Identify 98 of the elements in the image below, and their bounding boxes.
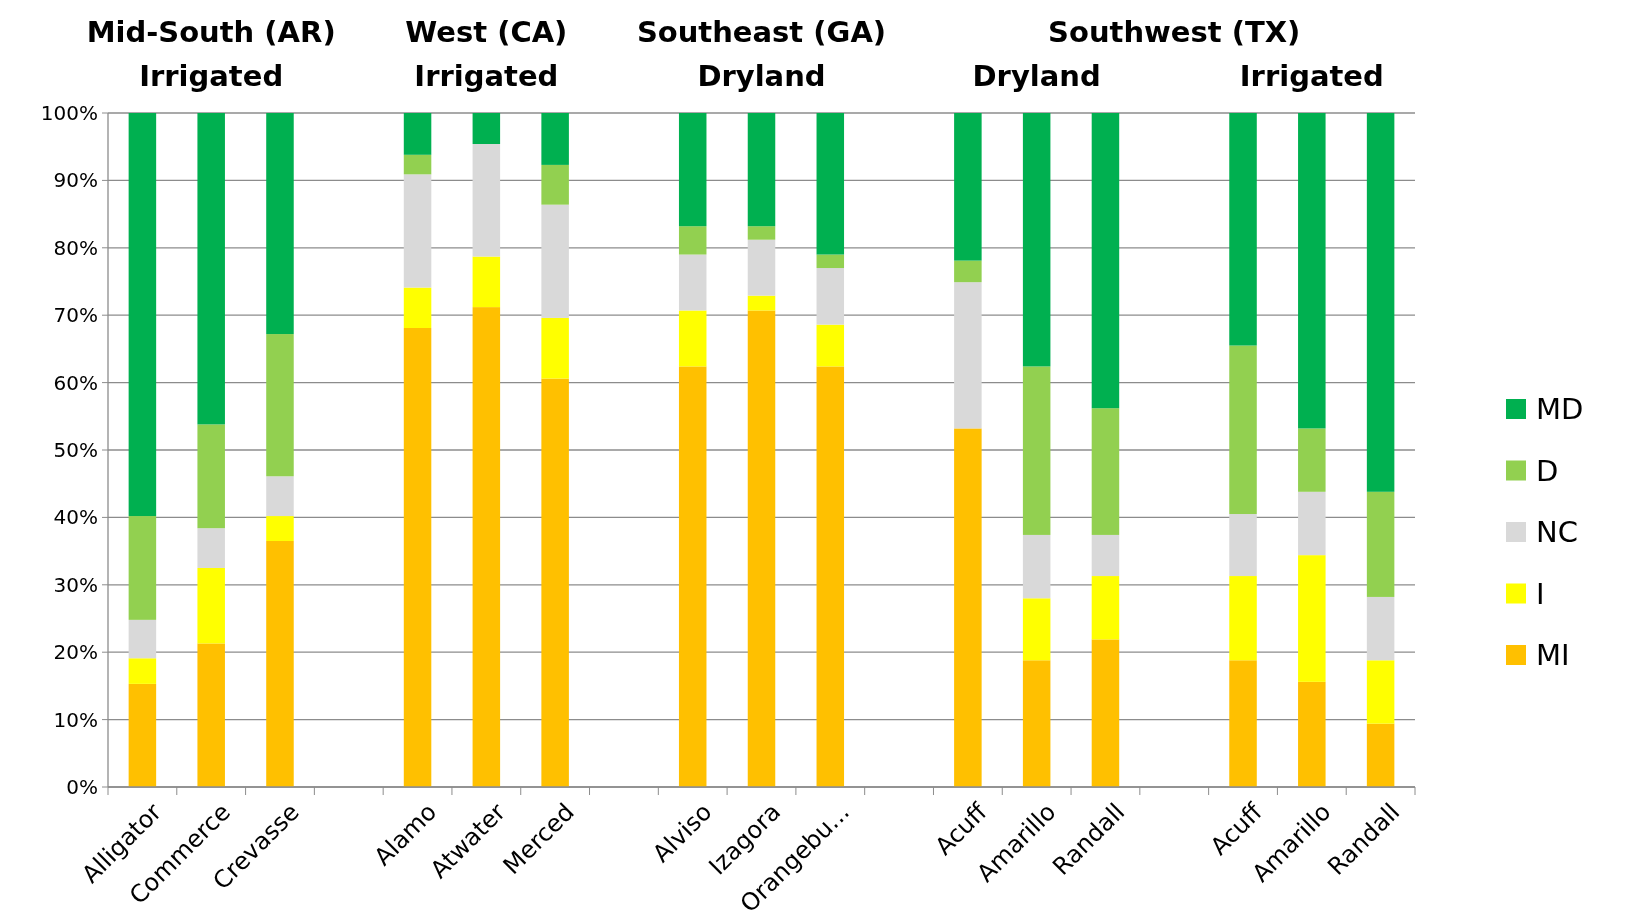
legend-label: MI xyxy=(1536,638,1570,672)
bar xyxy=(128,658,157,684)
bar xyxy=(1366,596,1395,661)
bar xyxy=(678,113,707,227)
text: Dryland xyxy=(972,59,1101,93)
bar xyxy=(816,366,845,787)
bar xyxy=(1229,514,1257,577)
bar xyxy=(1229,345,1257,515)
bar xyxy=(266,516,294,541)
text: Irrigated xyxy=(139,59,284,93)
y-tick-label: 40% xyxy=(53,505,98,530)
bar xyxy=(954,428,982,787)
bar xyxy=(1366,491,1395,597)
bar xyxy=(1298,113,1326,429)
bar xyxy=(541,317,569,379)
y-tick-label: 80% xyxy=(53,235,98,260)
bar xyxy=(1091,113,1120,409)
bar xyxy=(1091,639,1120,787)
bar xyxy=(403,154,432,175)
bar xyxy=(678,254,707,311)
bar xyxy=(1022,534,1051,599)
bar xyxy=(197,567,225,644)
bar xyxy=(1229,660,1257,787)
bar xyxy=(1091,534,1120,577)
bar xyxy=(1022,113,1051,367)
bar xyxy=(197,528,225,568)
bar xyxy=(197,113,225,425)
text: West (CA) xyxy=(405,15,568,49)
bar xyxy=(541,113,569,165)
legend-label: I xyxy=(1536,576,1545,611)
bar xyxy=(403,113,432,155)
bar xyxy=(1022,598,1051,661)
y-tick-label: 20% xyxy=(53,640,98,665)
text: Irrigated xyxy=(414,59,559,93)
y-tick-label: 0% xyxy=(66,775,98,799)
bar xyxy=(678,226,707,255)
y-tick-label: 100% xyxy=(40,101,98,125)
bar xyxy=(128,683,157,787)
bar xyxy=(747,226,776,240)
bar xyxy=(197,424,225,529)
bar xyxy=(266,476,294,517)
bar xyxy=(954,260,982,283)
y-tick-label: 50% xyxy=(53,438,98,462)
bar xyxy=(954,282,982,429)
bar xyxy=(403,287,432,329)
bar xyxy=(403,174,432,288)
bar xyxy=(472,256,501,308)
bar xyxy=(816,254,845,269)
bar xyxy=(678,310,707,367)
bar xyxy=(541,204,569,318)
bar xyxy=(747,239,776,296)
y-tick-label: 30% xyxy=(53,572,98,597)
y-tick-label: 10% xyxy=(53,707,98,732)
legend-label: MD xyxy=(1536,392,1584,426)
y-tick-label: 70% xyxy=(53,303,98,328)
bar xyxy=(954,113,982,261)
bar xyxy=(1091,408,1120,535)
bar xyxy=(1298,555,1326,682)
text: Southwest (TX) xyxy=(1048,15,1301,49)
bar xyxy=(266,113,294,335)
bar xyxy=(403,328,432,787)
bar xyxy=(266,334,294,477)
bar xyxy=(747,295,776,311)
bar xyxy=(266,540,294,787)
bar xyxy=(1298,491,1326,556)
bar xyxy=(1366,723,1395,787)
bar xyxy=(747,113,776,227)
bar xyxy=(816,268,845,325)
bar xyxy=(128,113,157,517)
legend-label: D xyxy=(1536,453,1559,488)
legend-label: NC xyxy=(1536,515,1578,549)
bar xyxy=(747,310,776,787)
y-tick-label: 90% xyxy=(53,168,98,193)
text: Mid-South (AR) xyxy=(86,15,336,49)
bar xyxy=(1298,428,1326,492)
text: Dryland xyxy=(697,59,826,93)
bar xyxy=(1022,366,1051,535)
bar xyxy=(816,113,845,255)
bar xyxy=(1091,576,1120,640)
bar xyxy=(128,516,157,620)
bar xyxy=(197,643,225,787)
bar xyxy=(472,113,501,144)
text: Southeast (GA) xyxy=(636,15,887,49)
bar xyxy=(541,164,569,205)
bar xyxy=(472,144,501,257)
bar xyxy=(1229,576,1257,661)
y-tick-label: 60% xyxy=(53,370,98,395)
bar xyxy=(1022,660,1051,787)
bar xyxy=(541,378,569,787)
bar xyxy=(1366,660,1395,724)
bar xyxy=(128,619,157,659)
bar xyxy=(816,324,845,367)
bar xyxy=(1298,681,1326,787)
bar xyxy=(1366,113,1395,492)
bar xyxy=(1229,113,1257,346)
bar xyxy=(678,366,707,787)
bar xyxy=(472,307,501,787)
text: Irrigated xyxy=(1239,59,1384,93)
